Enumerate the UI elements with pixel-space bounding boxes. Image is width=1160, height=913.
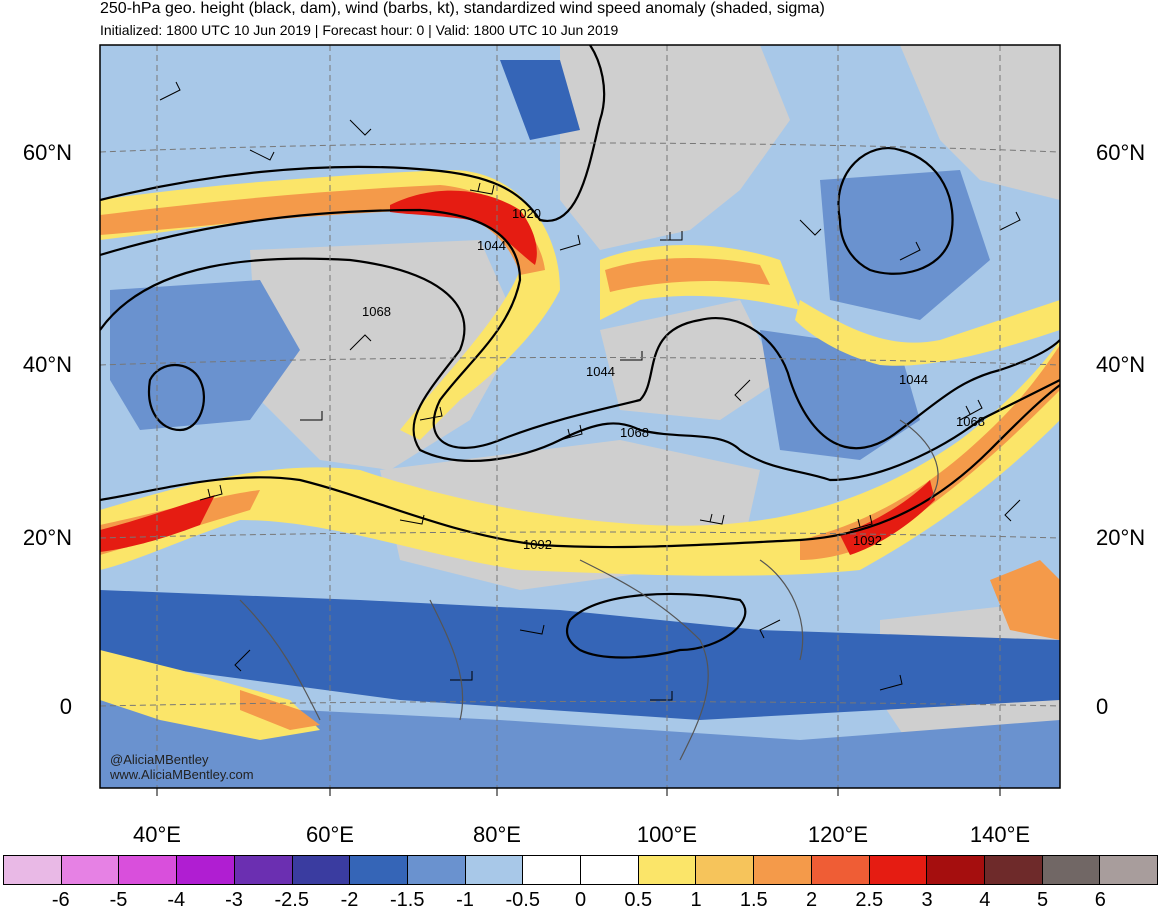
jet-core-mongolia <box>605 258 770 292</box>
contour-label: 1068 <box>362 304 391 319</box>
lon-label: 60°E <box>306 822 354 847</box>
coastlines <box>239 419 939 761</box>
colorbar-tick-label: 0.5 <box>624 889 653 911</box>
colorbar-tick-label: 6 <box>1094 889 1106 911</box>
shade-blue-5 <box>100 700 1060 788</box>
colorbar-tick-label: -1 <box>456 889 474 911</box>
colorbar-cell <box>811 856 870 884</box>
contour-1044 <box>100 208 1060 450</box>
jet-core-africa <box>240 690 320 730</box>
shade-blue-3 <box>820 170 990 320</box>
jet-band-north <box>100 170 560 440</box>
wind-barbs <box>159 81 1021 701</box>
lon-ticks <box>156 788 1001 796</box>
graticule <box>100 45 1060 788</box>
jet-band-pacific <box>990 560 1060 640</box>
contour-value-labels: 1020 1044 1068 1044 1068 1092 1044 1068 … <box>362 206 985 552</box>
colorbar-tick-label: -2 <box>340 889 359 911</box>
colorbar-tick-label: 2 <box>805 889 818 911</box>
colorbar-cell <box>350 856 408 884</box>
colorbar-cell <box>869 856 928 884</box>
colorbar-cell <box>984 856 1043 884</box>
lat-label-right: 0 <box>1096 694 1109 719</box>
colorbar-cell <box>638 856 697 884</box>
colorbar-cell <box>1042 856 1101 884</box>
contour-label: 1092 <box>853 533 882 548</box>
colorbar-tick-label: 5 <box>1036 889 1049 911</box>
contour-low-black-sea <box>147 364 205 432</box>
shade-gray-2 <box>900 45 1060 200</box>
lat-label-left: 0 <box>59 694 72 719</box>
colorbar-cell <box>407 856 466 884</box>
contour-label: 1020 <box>512 206 541 221</box>
shade-gray-1 <box>560 45 790 250</box>
map-frame <box>99 44 1061 789</box>
colorbar-tick-label: 4 <box>979 889 991 911</box>
colorbar-tick-label: 3 <box>921 889 933 911</box>
colorbar-cell <box>234 856 293 884</box>
lon-label: 120°E <box>807 822 869 847</box>
contour-label: 1044 <box>586 364 615 379</box>
contour-label: 1068 <box>956 414 985 429</box>
colorbar-cell <box>119 856 178 884</box>
colorbar-tick-label: -2.5 <box>274 889 309 911</box>
colorbar-tick-label: -4 <box>167 889 186 911</box>
lat-label-right: 20°N <box>1096 525 1146 550</box>
height-contours <box>100 45 1060 659</box>
colorbar-cell <box>177 856 235 884</box>
jet-band-subtropical <box>100 340 1060 576</box>
contour-label: 1092 <box>523 537 552 552</box>
credit-website: www.AliciaMBentley.com <box>110 767 254 782</box>
credit-handle: @AliciaMBentley <box>110 752 209 767</box>
colorbar-cell <box>927 856 985 884</box>
jet-max-north <box>390 190 537 265</box>
jet-max-east <box>840 480 935 555</box>
contour-high-indochina <box>565 592 747 659</box>
colorbar-cell <box>4 856 62 884</box>
colorbar-cell <box>696 856 755 884</box>
map-title: 250-hPa geo. height (black, dam), wind (… <box>100 0 825 17</box>
contour-label: 1068 <box>620 425 649 440</box>
colorbar-tick-label: 1.5 <box>739 889 768 911</box>
colorbar-cell <box>61 856 120 884</box>
jet-band-kamchatka <box>795 300 1060 366</box>
colorbar <box>3 855 1158 885</box>
map-subtitle: Initialized: 1800 UTC 10 Jun 2019 | Fore… <box>100 22 619 38</box>
colorbar-tick-label: 2.5 <box>855 889 884 911</box>
colorbar-tick-label: 1 <box>690 889 702 911</box>
lon-label: 100°E <box>636 822 698 847</box>
colorbar-tick-label: -3 <box>225 889 243 911</box>
lat-label-left: 40°N <box>22 352 72 377</box>
colorbar-tick-label: -0.5 <box>505 889 540 911</box>
colorbar-tick-label: -6 <box>51 889 70 911</box>
shade-blue-4 <box>100 590 1060 720</box>
lat-label-left: 20°N <box>22 525 72 550</box>
colorbar-cell <box>465 856 524 884</box>
contour-1092 <box>100 384 1060 549</box>
colorbar-cell <box>292 856 351 884</box>
contour-label: 1044 <box>899 372 928 387</box>
shade-gray-5 <box>600 300 780 420</box>
colorbar-tick-label: -1.5 <box>390 889 425 911</box>
contour-low-ne <box>837 147 954 275</box>
lon-label: 80°E <box>473 822 521 847</box>
lat-label-left: 60°N <box>22 140 72 165</box>
colorbar-tick-label: 0 <box>574 889 587 911</box>
colorbar-cell <box>581 856 639 884</box>
map-field <box>100 45 1060 788</box>
contour-1068 <box>100 257 1060 482</box>
lat-label-right: 40°N <box>1096 352 1146 377</box>
contour-label: 1044 <box>477 238 506 253</box>
jet-max-west <box>100 495 215 552</box>
contour-1020 <box>100 45 606 223</box>
colorbar-cell <box>754 856 812 884</box>
colorbar-cell <box>1100 856 1158 884</box>
lon-label: 140°E <box>969 822 1031 847</box>
lon-label: 40°E <box>133 822 181 847</box>
colorbar-cell <box>523 856 582 884</box>
lat-label-right: 60°N <box>1096 140 1146 165</box>
shade-blue-6 <box>500 60 580 140</box>
colorbar-tick-label: -5 <box>109 889 128 911</box>
